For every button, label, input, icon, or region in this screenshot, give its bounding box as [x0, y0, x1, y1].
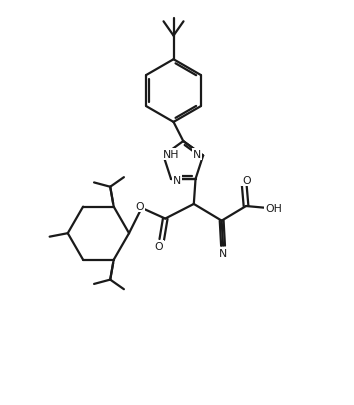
Text: N: N — [173, 176, 181, 186]
Text: OH: OH — [265, 203, 282, 213]
Text: O: O — [135, 202, 144, 212]
Text: O: O — [242, 176, 251, 186]
Text: NH: NH — [163, 150, 179, 160]
Text: N: N — [219, 248, 227, 258]
Text: O: O — [155, 241, 163, 251]
Text: N: N — [193, 150, 201, 160]
